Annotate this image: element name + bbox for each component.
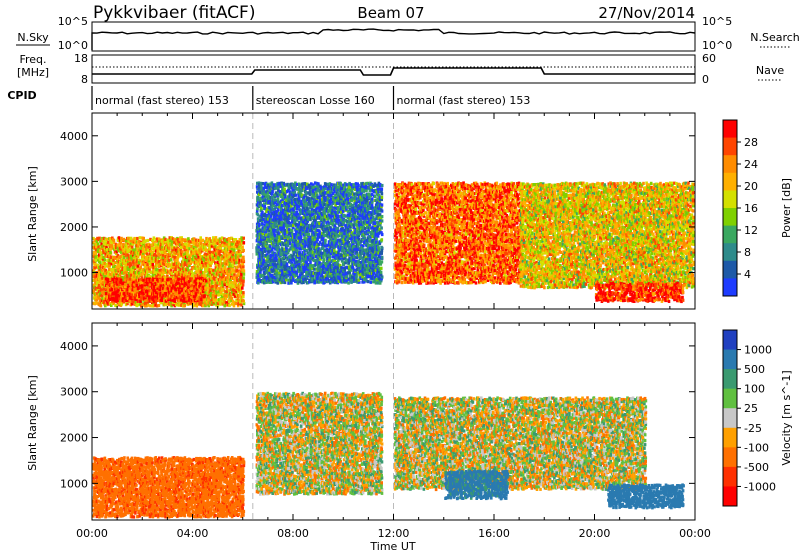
- heat-cell: [94, 266, 97, 269]
- radar-figure: Pykkvibaer (fitACF) Beam 07 27/Nov/2014 …: [0, 0, 800, 554]
- heat-cell: [142, 237, 145, 240]
- heat-cell: [98, 237, 101, 240]
- heat-cell: [130, 237, 133, 240]
- heat-cell: [146, 263, 149, 266]
- nave-tick-top: 60: [702, 52, 716, 65]
- heat-cell: [100, 304, 103, 307]
- heat-cell: [164, 252, 167, 255]
- freq-label-1: Freq.: [19, 53, 46, 66]
- heat-cell: [162, 243, 165, 246]
- heat-cell: [147, 239, 150, 242]
- date-label: 27/Nov/2014: [598, 4, 695, 22]
- heat-cell: [149, 304, 152, 307]
- power-heatmap: [92, 113, 695, 309]
- nsky-label: N.Sky: [17, 31, 49, 44]
- heat-cell: [113, 239, 116, 242]
- heat-cell: [156, 250, 159, 253]
- heat-cell: [109, 248, 112, 251]
- beam-label: Beam 07: [357, 4, 424, 22]
- cpid-label: CPID: [7, 89, 36, 102]
- heat-cell: [109, 251, 112, 254]
- cpid-segment-label: normal (fast stereo) 153: [95, 94, 229, 107]
- heat-cell: [99, 261, 102, 264]
- nsearch-label: N.Search: [750, 31, 800, 44]
- freq-label-2: [MHz]: [17, 66, 49, 79]
- heat-cell: [103, 262, 106, 265]
- nave-label: Nave: [756, 64, 784, 77]
- freq-tick-bottom: 8: [81, 73, 88, 86]
- freq-panel: 18 8 Freq. [MHz] 60 0 Nave: [17, 52, 784, 86]
- heat-cell: [158, 304, 161, 307]
- radar-title: Pykkvibaer (fitACF): [93, 3, 255, 23]
- freq-trace: [92, 68, 695, 75]
- nsky-trace: [92, 29, 695, 50]
- heat-cell: [153, 236, 156, 239]
- heat-cell: [146, 270, 149, 273]
- heat-cell: [164, 238, 167, 241]
- cpid-segment-label: stereoscan Losse 160: [256, 94, 375, 107]
- heat-cell: [94, 259, 97, 262]
- heat-cell: [104, 258, 107, 261]
- nsky-tick-top: 10^5: [58, 15, 88, 28]
- nave-tick-bottom: 0: [702, 73, 709, 86]
- heat-cell: [139, 266, 142, 269]
- heat-cell: [147, 304, 150, 307]
- nsky-frame: [92, 22, 695, 51]
- heat-cell: [136, 237, 139, 240]
- nsky-tick-bottom: 10^0: [58, 39, 88, 52]
- heat-cell: [152, 263, 155, 266]
- cpid-segment-label: normal (fast stereo) 153: [397, 94, 531, 107]
- heat-cell: [146, 252, 149, 255]
- freq-tick-top: 18: [74, 52, 88, 65]
- nsearch-tick-top: 10^5: [702, 15, 732, 28]
- cpid-segments: normal (fast stereo) 153 stereoscan Losse…: [92, 86, 530, 110]
- heat-cell: [118, 236, 121, 239]
- heat-cell: [131, 245, 134, 248]
- cpid-strip: CPID normal (fast stereo) 153 stereoscan …: [7, 86, 530, 110]
- nsearch-tick-bottom: 10^0: [702, 39, 732, 52]
- heat-cell: [139, 236, 142, 239]
